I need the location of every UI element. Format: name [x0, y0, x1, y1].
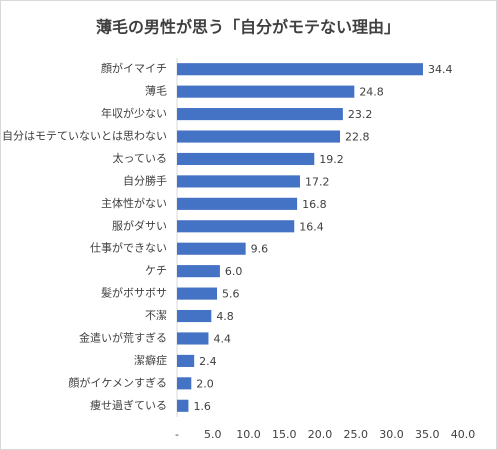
y-tick-label: 髪がボサボサ [101, 286, 167, 300]
y-tick-label: 年収が少ない [101, 106, 167, 120]
x-tick-label: 40.0 [451, 428, 476, 441]
y-tick-label: 薄毛 [145, 84, 167, 98]
x-tick-label: 25.0 [344, 428, 369, 441]
y-tick-label: 自分勝手 [123, 173, 167, 187]
bar [177, 152, 315, 166]
bar [177, 377, 192, 390]
bar [177, 332, 209, 345]
y-tick-label: 不潔 [145, 308, 167, 322]
value-label: 17.2 [305, 175, 330, 188]
y-tick-label: 顔がイケメンすぎる [68, 375, 167, 389]
value-label: 5.6 [222, 288, 240, 301]
value-label: 19.2 [319, 153, 344, 166]
bar [177, 242, 246, 255]
value-label: 16.8 [302, 198, 327, 211]
value-label: 1.6 [193, 400, 211, 413]
bar [177, 287, 218, 300]
value-label: 22.8 [345, 131, 370, 144]
x-tick-label: 20.0 [308, 428, 333, 441]
bar [177, 85, 355, 98]
value-label: 6.0 [225, 265, 243, 278]
value-label: 9.6 [251, 243, 269, 256]
value-label: 24.8 [359, 86, 384, 99]
y-tick-label: 仕事ができない [90, 241, 167, 255]
chart-title: 薄毛の男性が思う「自分がモテない理由」 [96, 18, 400, 37]
x-tick-label: - [175, 428, 179, 441]
bar [177, 354, 195, 367]
bar [177, 197, 298, 210]
value-label: 34.4 [428, 63, 453, 76]
bar [177, 265, 220, 278]
value-label: 2.0 [196, 377, 214, 390]
y-tick-label: 顔がイマイチ [101, 61, 167, 75]
bar [177, 399, 189, 412]
bar [177, 309, 212, 323]
bar [177, 130, 341, 143]
bar [177, 175, 300, 188]
y-tick-label: 服がダサい [112, 218, 167, 232]
y-tick-label: 潔癖症 [134, 353, 167, 367]
x-tick-label: 30.0 [379, 428, 404, 441]
y-tick-label: 自分はモテていないとは思わない [2, 130, 167, 143]
y-tick-label: 金遣いが荒すぎる [79, 330, 167, 344]
x-tick-label: 10.0 [236, 428, 261, 441]
x-tick-label: 35.0 [415, 428, 440, 441]
bar [177, 108, 343, 121]
x-tick-label: 15.0 [272, 428, 297, 441]
x-tick-label: 5.0 [204, 428, 222, 441]
y-tick-label: 太っている [113, 152, 167, 165]
value-label: 16.4 [299, 220, 324, 233]
y-tick-label: 主体性がない [101, 196, 167, 210]
value-label: 2.4 [199, 355, 217, 368]
value-label: 4.8 [216, 310, 234, 323]
bar [177, 220, 295, 233]
value-label: 4.4 [213, 332, 231, 345]
y-tick-label: ケチ [145, 264, 167, 277]
bar [177, 63, 423, 76]
value-label: 23.2 [348, 108, 373, 121]
y-tick-label: 痩せ過ぎている [90, 398, 167, 412]
